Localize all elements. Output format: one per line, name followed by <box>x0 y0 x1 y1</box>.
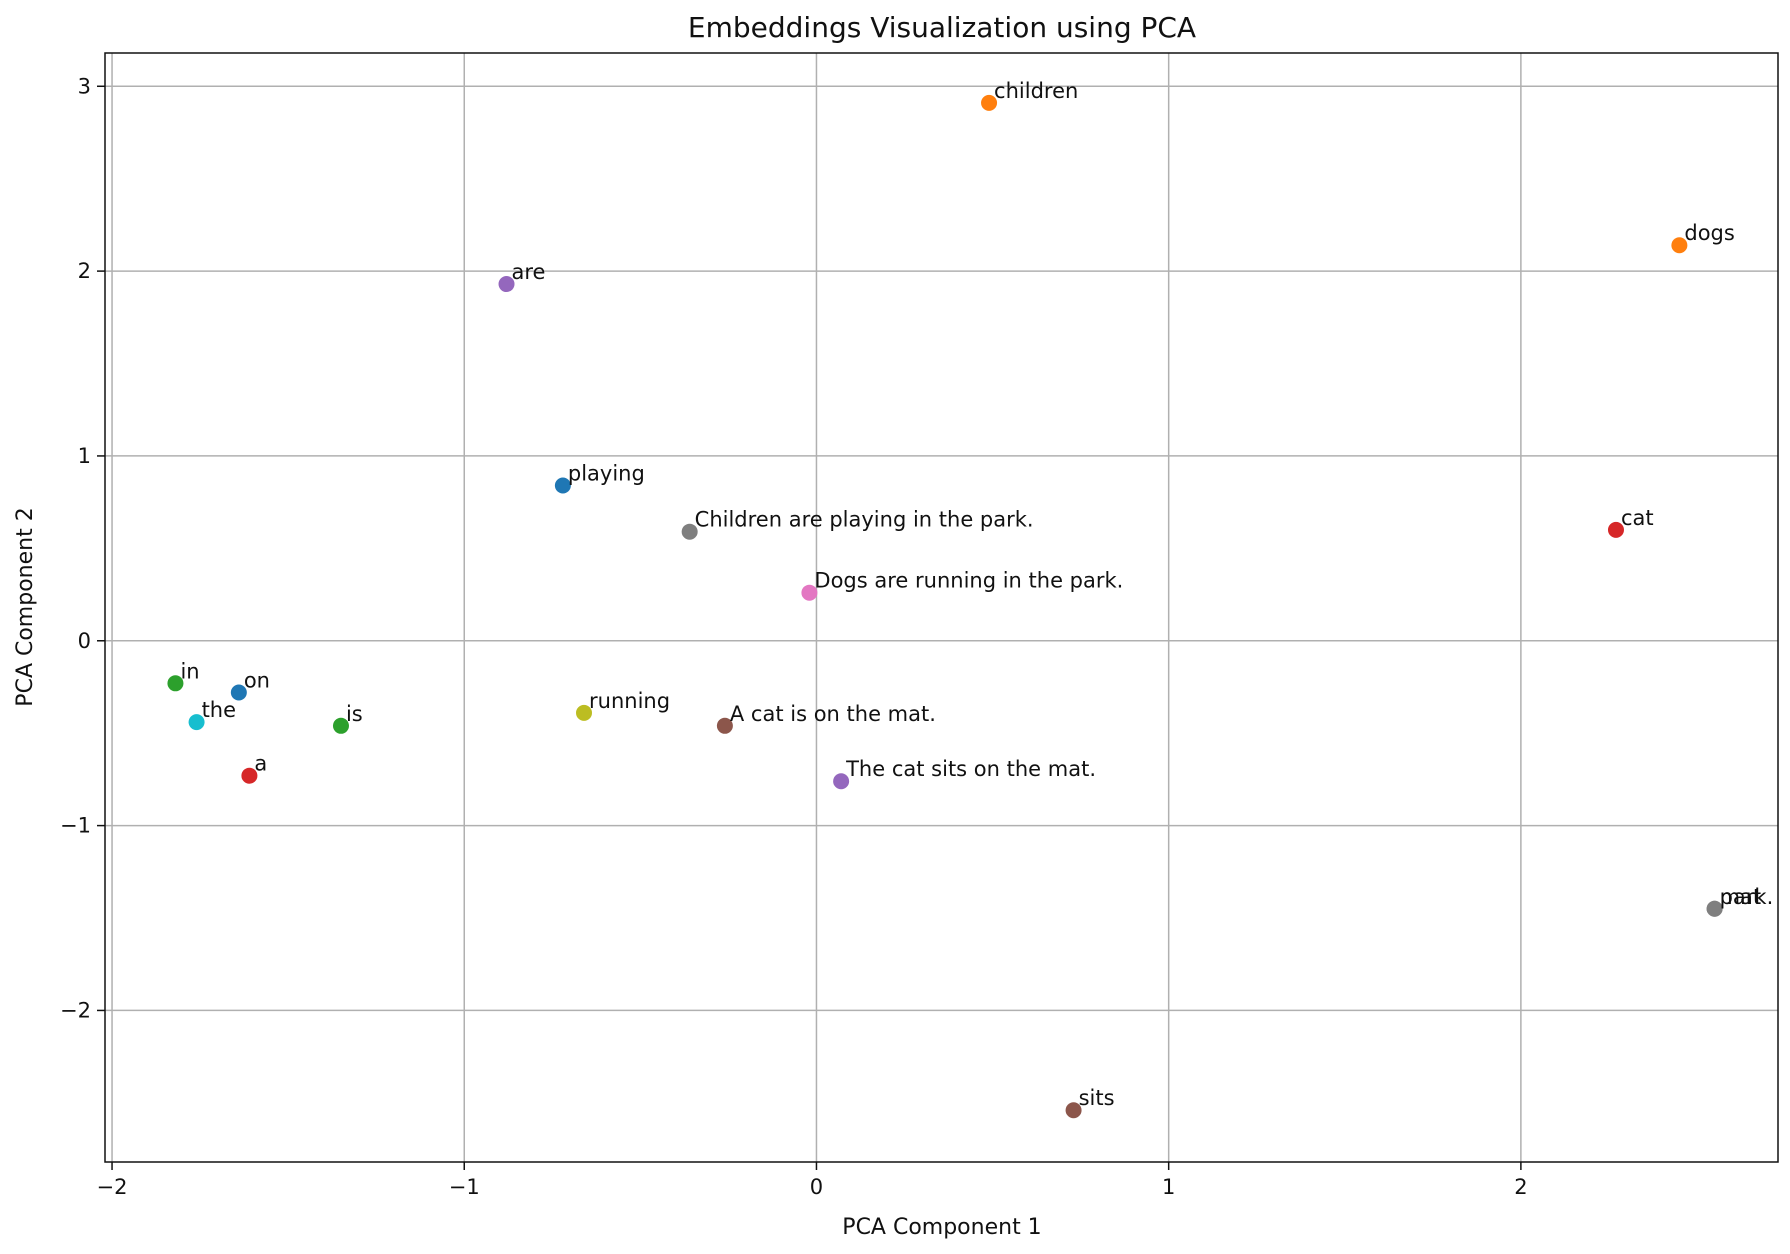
point-marker <box>1671 237 1688 254</box>
data-point: playing <box>554 462 645 494</box>
data-point: are <box>498 260 546 293</box>
x-tick-label: 2 <box>1514 1175 1527 1199</box>
point-marker <box>230 684 247 701</box>
point-marker <box>1607 521 1624 538</box>
data-point: sits <box>1065 1086 1115 1119</box>
x-tick-label: 0 <box>810 1175 823 1199</box>
point-label: are <box>512 260 546 284</box>
data-point: Children are playing in the park. <box>681 508 1034 540</box>
point-marker <box>188 714 205 731</box>
point-label: in <box>180 659 199 683</box>
point-marker <box>716 717 733 734</box>
x-tick-label: 1 <box>1162 1175 1175 1199</box>
x-tick-label: −2 <box>97 1175 128 1199</box>
plot-frame <box>104 52 1779 1163</box>
data-point: Dogs are running in the park. <box>801 569 1123 601</box>
point-label: sits <box>1079 1086 1115 1110</box>
y-tick-label: 1 <box>78 444 91 468</box>
x-tick-label: −1 <box>449 1175 480 1199</box>
point-marker <box>1706 900 1723 917</box>
data-point: park. <box>1706 885 1774 917</box>
point-label: mat <box>1720 885 1762 909</box>
point-marker <box>681 523 698 540</box>
y-axis-label: PCA Component 2 <box>13 507 38 706</box>
point-marker <box>167 675 184 692</box>
data-point: The cat sits on the mat. <box>833 757 1096 790</box>
y-tick-label: 2 <box>78 259 91 283</box>
point-label: Dogs are running in the park. <box>814 569 1123 593</box>
data-point: is <box>332 702 363 734</box>
points-layer: children dogs are playing Children are playi… <box>167 79 1774 1119</box>
point-label: park. <box>1720 885 1774 909</box>
data-point: in <box>167 659 200 692</box>
point-label: A cat is on the mat. <box>730 702 936 726</box>
x-axis-label: PCA Component 1 <box>842 1215 1041 1240</box>
point-marker <box>576 704 593 721</box>
point-label: is <box>346 702 363 726</box>
y-tick-label: −1 <box>60 814 91 838</box>
point-label: running <box>589 689 670 713</box>
data-point: a <box>241 752 267 784</box>
point-label: dogs <box>1684 221 1734 245</box>
point-label: on <box>244 669 270 693</box>
point-marker <box>833 773 850 790</box>
y-tick-label: −2 <box>60 998 91 1022</box>
y-tick-label: 0 <box>78 629 91 653</box>
point-label: The cat sits on the mat. <box>845 757 1096 781</box>
point-marker <box>1065 1102 1082 1119</box>
point-marker <box>801 584 818 601</box>
chart-title: Embeddings Visualization using PCA <box>688 11 1196 44</box>
point-marker <box>241 767 258 784</box>
point-label: the <box>202 698 236 722</box>
data-point: A cat is on the mat. <box>716 702 936 734</box>
point-label: playing <box>568 462 645 486</box>
data-point: on <box>230 669 270 701</box>
point-marker <box>332 717 349 734</box>
point-label: Children are playing in the park. <box>695 508 1034 532</box>
point-marker <box>498 276 515 293</box>
data-point: cat <box>1607 506 1654 538</box>
data-point: children <box>981 79 1078 111</box>
point-marker <box>981 94 998 111</box>
data-point: the <box>188 698 236 731</box>
data-point: running <box>576 689 670 721</box>
data-point: dogs <box>1671 221 1735 254</box>
point-marker <box>554 477 571 494</box>
point-label: cat <box>1621 506 1654 530</box>
ticks-layer: −2 −1 0 1 2 −2 −1 0 1 2 3 <box>60 74 1528 1199</box>
point-label: children <box>994 79 1078 103</box>
point-label: a <box>254 752 267 776</box>
grid-layer <box>105 53 1778 1162</box>
y-tick-label: 3 <box>78 74 91 98</box>
